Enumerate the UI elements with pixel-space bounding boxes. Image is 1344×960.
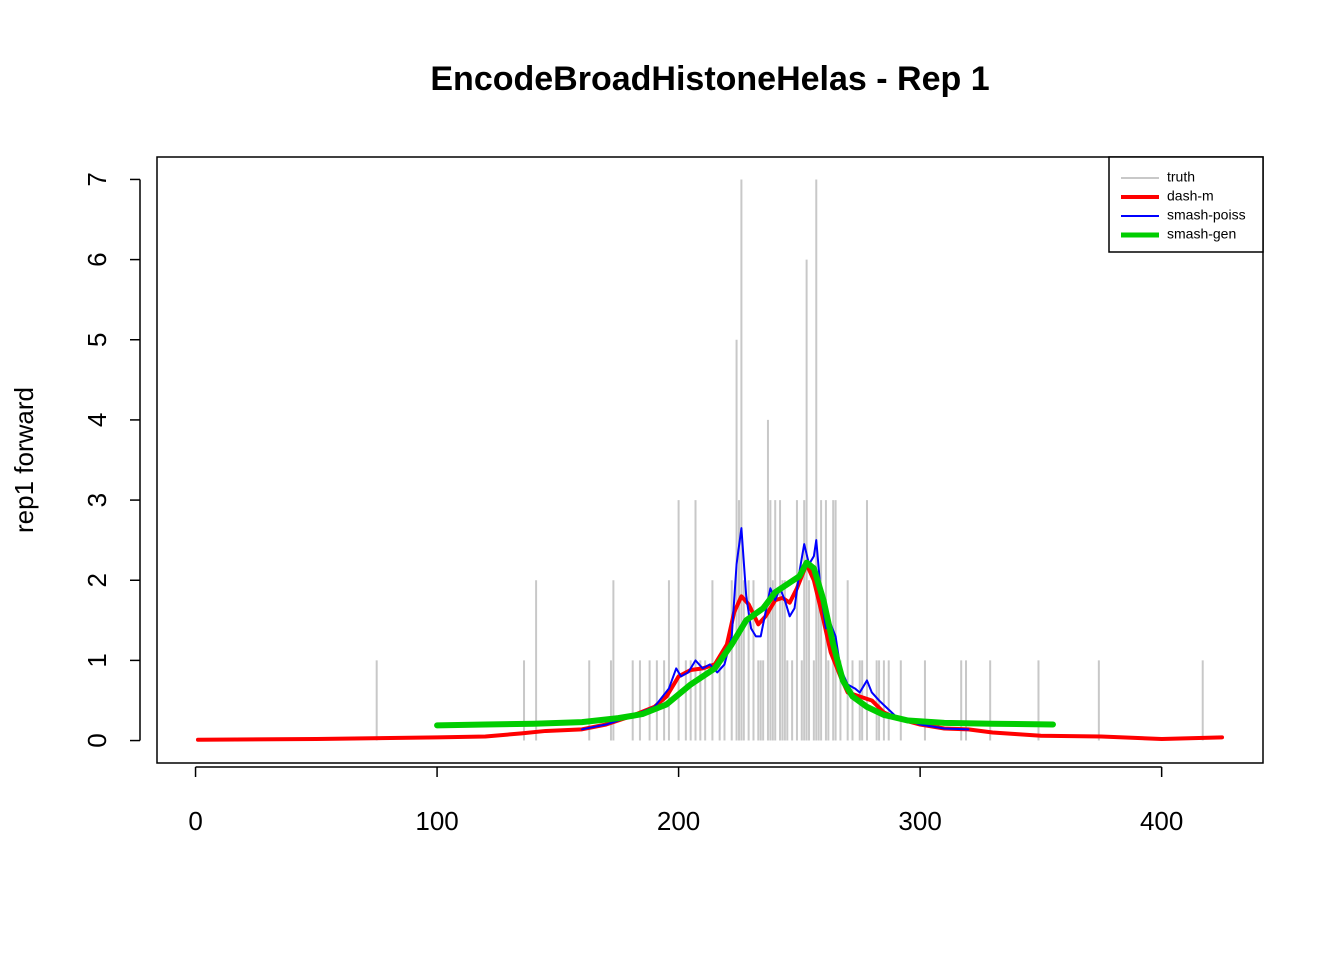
series-line [434,559,1056,729]
y-tick-label: 7 [82,172,112,186]
y-tick-label: 6 [82,252,112,266]
legend-label: smash-gen [1167,226,1236,242]
y-tick-label: 3 [82,493,112,507]
y-axis-label: rep1 forward [9,387,39,533]
legend-label: truth [1167,169,1195,185]
y-tick-label: 1 [82,653,112,667]
y-tick-label: 0 [82,733,112,747]
y-tick-label: 2 [82,573,112,587]
legend-label: dash-m [1167,188,1214,204]
y-tick-label: 4 [82,413,112,427]
x-tick-label: 0 [188,806,202,836]
x-tick-label: 200 [657,806,700,836]
y-tick-label: 5 [82,333,112,347]
chart-title: EncodeBroadHistoneHelas - Rep 1 [430,60,989,98]
plot-frame [156,156,1264,764]
x-tick-label: 300 [898,806,941,836]
legend-label: smash-poiss [1167,207,1246,223]
x-tick-label: 400 [1140,806,1183,836]
x-tick-label: 100 [415,806,458,836]
